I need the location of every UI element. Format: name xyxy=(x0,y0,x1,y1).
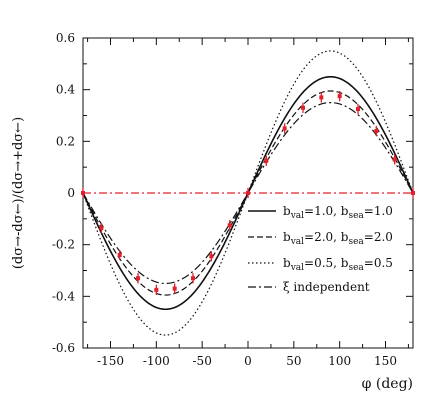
ticks-layer: -150 -100 -50 0 50 100 150 -0.6 -0.4 -0.2 0 0.2 0.4 0… xyxy=(52,31,413,368)
data-point xyxy=(136,276,140,281)
data-point xyxy=(246,191,250,195)
data-point xyxy=(319,95,324,100)
legend-label-4: ξ independent xyxy=(283,280,370,294)
data-point xyxy=(301,105,305,110)
x-tick-label: 150 xyxy=(374,354,397,368)
data-point xyxy=(117,253,122,257)
y-tick-label: 0.2 xyxy=(56,134,75,148)
x-tick-label: 50 xyxy=(286,354,301,368)
legend-label-1: bval=1.0, bsea=1.0 xyxy=(283,204,393,221)
data-point xyxy=(374,129,379,133)
legend-subscript: val xyxy=(290,211,304,221)
legend-text: =1.0 xyxy=(364,204,393,218)
legend-subscript: sea xyxy=(348,263,364,273)
legend-label-3: bval=0.5, bsea=0.5 xyxy=(283,256,393,273)
legend-text: =1.0, b xyxy=(304,204,349,218)
data-point xyxy=(356,107,360,112)
data-point xyxy=(411,191,415,195)
legend-text: =2.0 xyxy=(364,230,393,244)
y-tick-label: 0.6 xyxy=(56,31,75,45)
x-tick-label: -100 xyxy=(143,354,170,368)
legend-subscript: val xyxy=(290,237,304,247)
legend-text: b xyxy=(283,230,291,244)
data-point xyxy=(191,276,195,281)
y-tick-label: -0.2 xyxy=(52,238,75,252)
series-line-3 xyxy=(82,50,414,336)
x-tick-label: -50 xyxy=(193,354,212,368)
x-tick-label: -150 xyxy=(97,354,124,368)
legend-text: =0.5 xyxy=(364,256,393,270)
y-tick-label: -0.4 xyxy=(52,289,76,303)
legend-text: ξ independent xyxy=(283,280,370,294)
data-point xyxy=(337,94,342,99)
legend-subscript: sea xyxy=(348,211,364,221)
y-axis-label: (dσ→-dσ←)/(dσ→+dσ←) xyxy=(11,117,26,269)
legend-subscript: val xyxy=(290,263,304,273)
legend-label-2: bval=2.0, bsea=2.0 xyxy=(283,230,393,247)
legend-text: b xyxy=(283,256,291,270)
data-point xyxy=(154,287,159,292)
y-tick-label: 0.4 xyxy=(56,83,75,97)
data-point xyxy=(392,157,397,162)
data-points-layer xyxy=(81,90,415,296)
legend-text: =2.0, b xyxy=(304,230,349,244)
data-point xyxy=(99,225,104,230)
data-point xyxy=(282,126,287,131)
legend-text: b xyxy=(283,204,291,218)
series-line-4 xyxy=(82,101,414,285)
data-point xyxy=(227,223,232,228)
data-point xyxy=(209,254,214,259)
x-tick-label: 0 xyxy=(244,354,252,368)
legend-subscript: sea xyxy=(348,237,364,247)
legend-text: =0.5, b xyxy=(304,256,349,270)
y-tick-label: 0 xyxy=(67,186,75,200)
x-tick-label: 100 xyxy=(328,354,351,368)
data-point xyxy=(264,158,269,163)
data-point xyxy=(172,286,177,291)
y-tick-label: -0.6 xyxy=(52,341,75,355)
data-point xyxy=(81,191,85,195)
x-axis-label: φ (deg) xyxy=(362,376,413,392)
